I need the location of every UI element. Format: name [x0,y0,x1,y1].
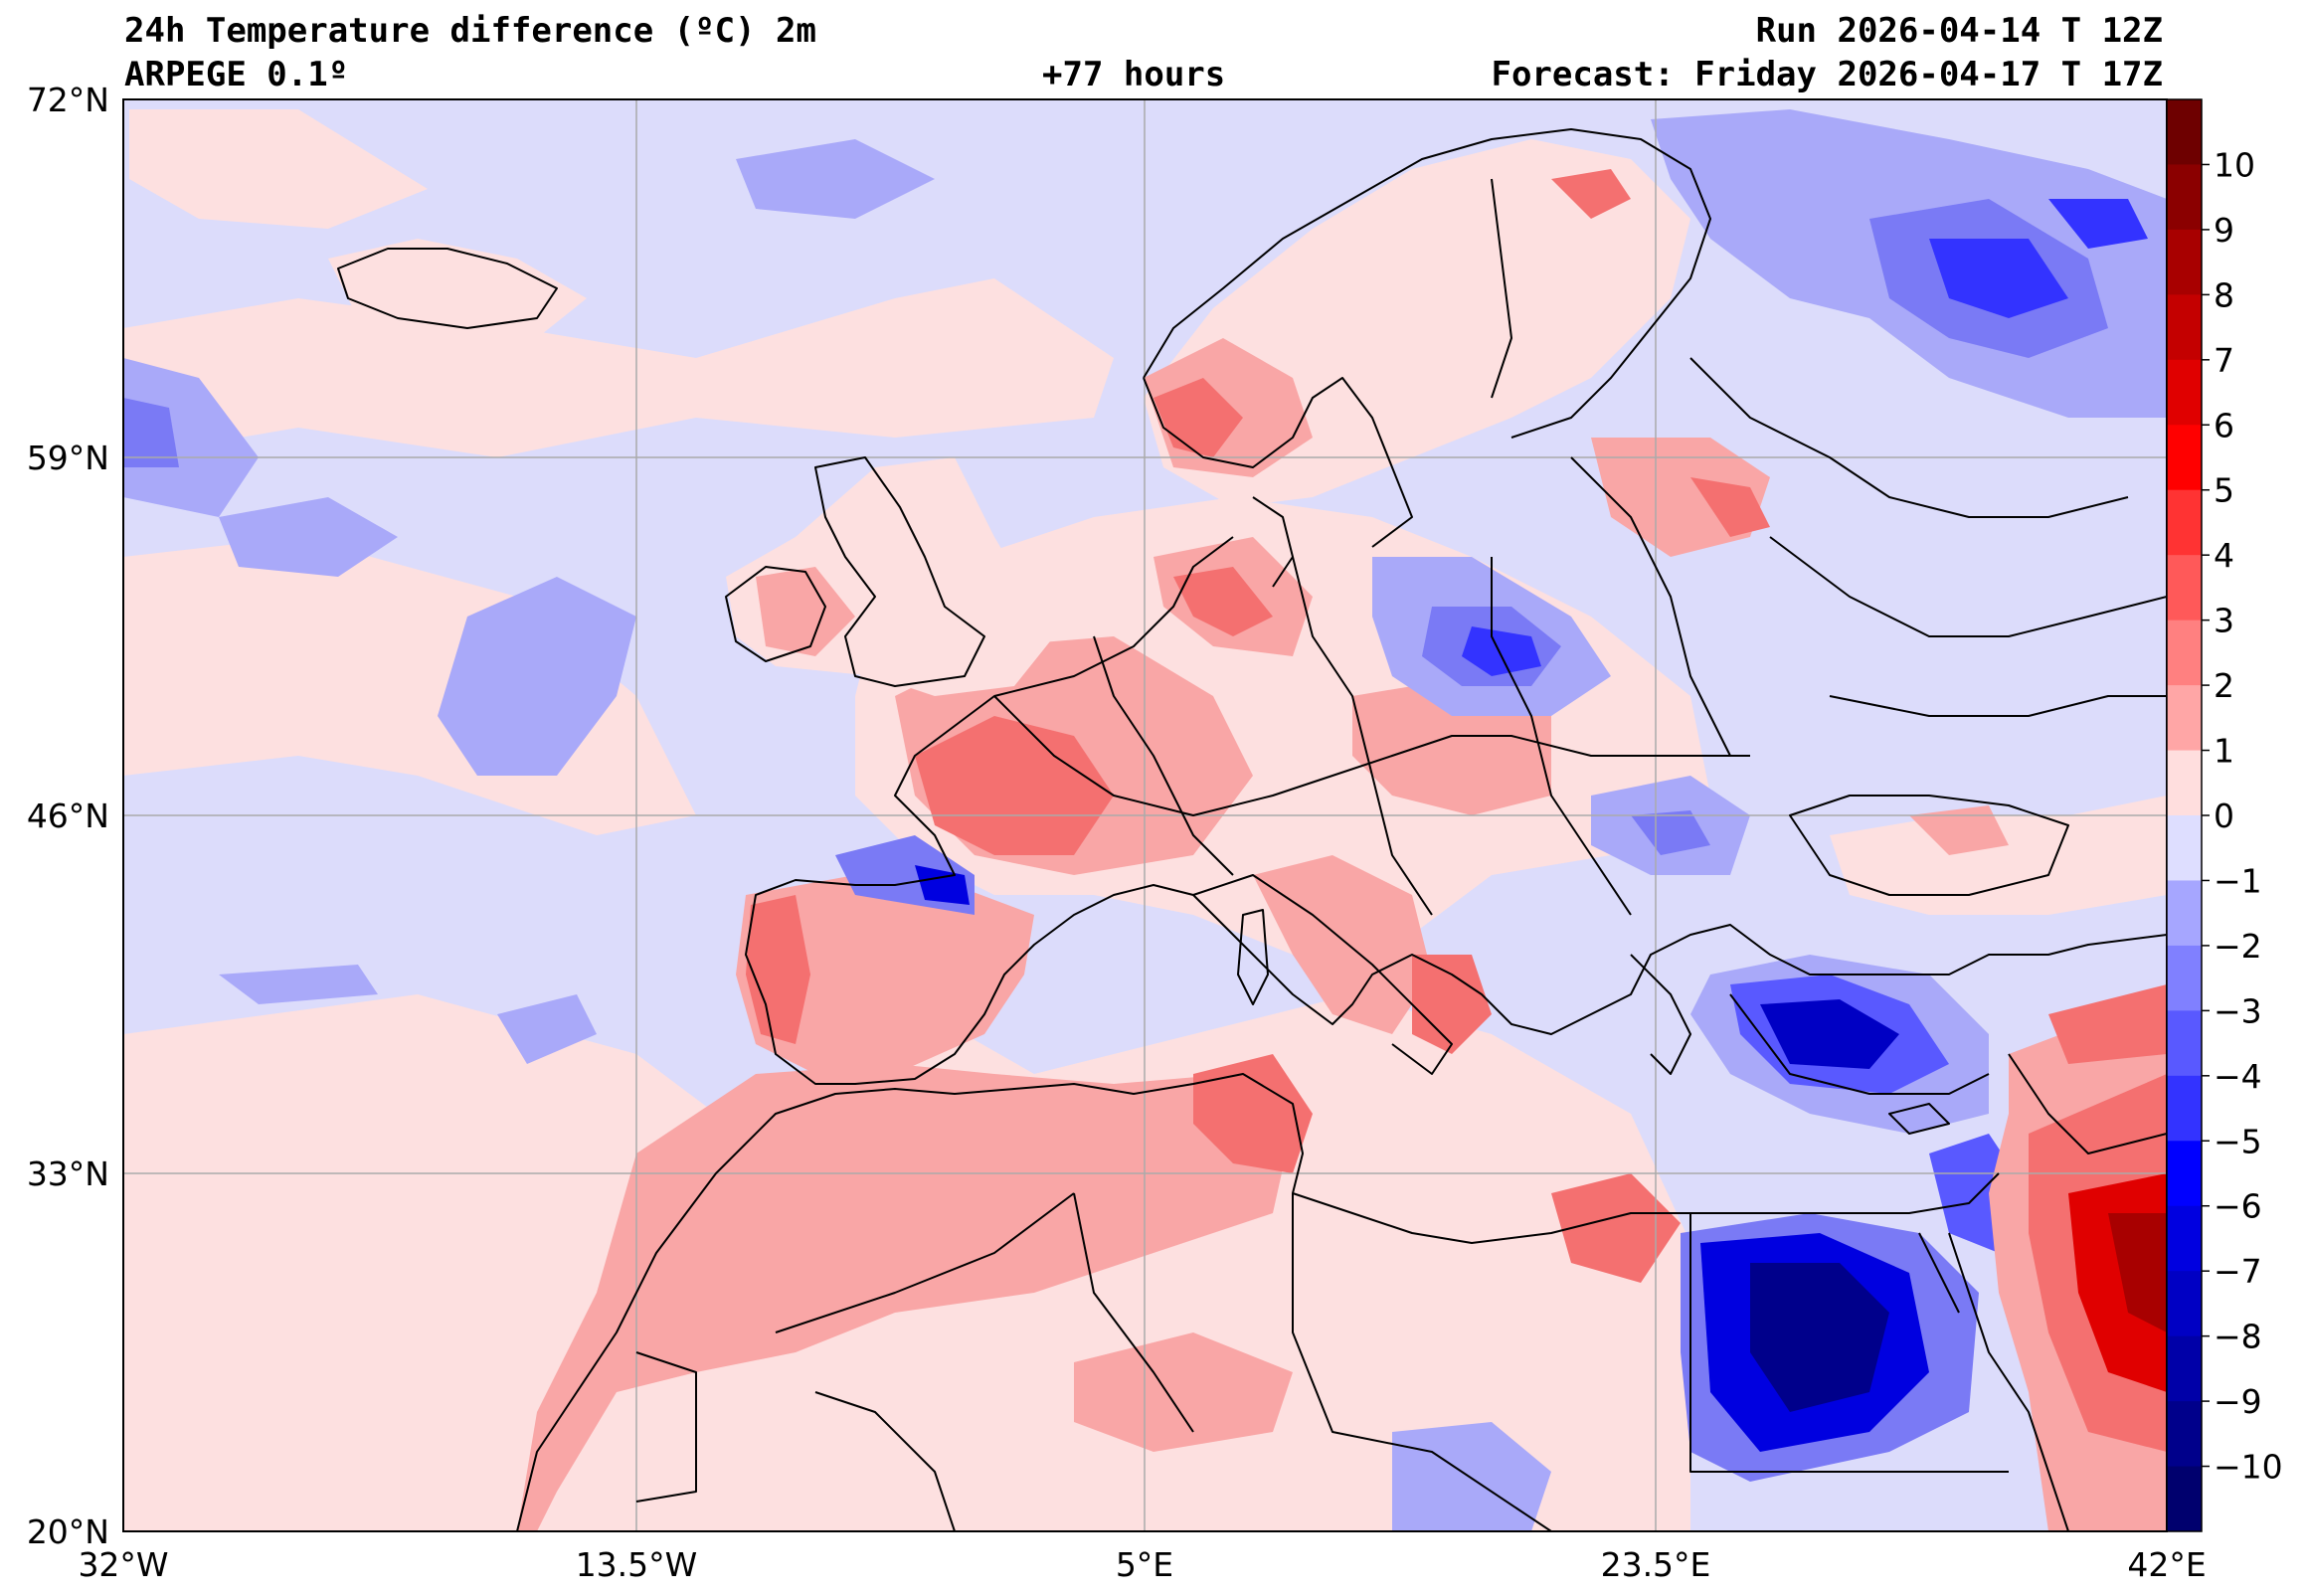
lon-tick: 32°W [78,1545,168,1584]
run-time: Run 2026-04-14 T 12Z [1755,11,2163,51]
colorbar-bin [2167,1141,2202,1207]
colorbar-tick-label: 10 [2214,145,2255,184]
graticule [123,99,2167,1531]
colorbar-bin [2167,229,2202,295]
lat-tick: 46°N [27,797,109,835]
lat-tick: 59°N [27,439,109,477]
colorbar-bin [2167,1466,2202,1532]
colorbar-bin [2167,99,2202,165]
lat-tick: 33°N [27,1154,109,1193]
colorbar-tick-label: −10 [2214,1448,2283,1487]
colorbar-tick-label: 6 [2214,406,2234,444]
colorbar-bin [2167,555,2202,621]
model-name: ARPEGE 0.1º [124,55,349,94]
lon-tick: 5°E [1116,1545,1173,1584]
colorbar-bin [2167,880,2202,947]
lead-time: +77 hours [1042,55,1226,94]
colorbar-bin [2167,1075,2202,1142]
colorbar-tick-label: 3 [2214,602,2234,640]
colorbar-tick-label: 0 [2214,797,2234,835]
lon-tick: 42°E [2127,1545,2206,1584]
colorbar-bin [2167,1205,2202,1272]
forecast-time: Forecast: Friday 2026-04-17 T 17Z [1491,55,2163,94]
colorbar-tick-label: −8 [2214,1318,2262,1356]
colorbar-tick-label: 2 [2214,666,2234,705]
colorbar-tick-label: 9 [2214,211,2234,250]
colorbar-bin [2167,815,2202,881]
lat-tick: 20°N [27,1512,109,1551]
colorbar-tick-label: 1 [2214,732,2234,771]
colorbar-bin [2167,1271,2202,1337]
map-title: 24h Temperature difference (ºC) 2m [124,11,816,51]
colorbar-bin [2167,1335,2202,1402]
colorbar-tick-label: −6 [2214,1187,2262,1226]
lon-tick: 23.5°E [1601,1545,1711,1584]
colorbar-tick-label: 7 [2214,341,2234,380]
lat-axis: 72°N 59°N 46°N 33°N 20°N [27,81,109,1551]
temperature-field [123,99,2167,1531]
colorbar-tick-label: −1 [2214,861,2262,900]
colorbar-tick-label: −5 [2214,1122,2262,1160]
colorbar-bin [2167,945,2202,1011]
colorbar-bin [2167,164,2202,231]
colorbar-bin [2167,1010,2202,1077]
colorbar-tick-label: −4 [2214,1057,2262,1096]
colorbar-bin [2167,359,2202,426]
colorbar-tick-label: −2 [2214,927,2262,966]
colorbar-bin [2167,750,2202,816]
lon-tick: 13.5°W [576,1545,698,1584]
colorbar-bin [2167,425,2202,491]
colorbar-tick-label: −3 [2214,991,2262,1030]
lon-axis: 32°W 13.5°W 5°E 23.5°E 42°E [78,1545,2206,1584]
colorbar-bin [2167,685,2202,752]
lat-tick: 72°N [27,81,109,119]
colorbar-bin [2167,1401,2202,1468]
colorbar-tick-label: 5 [2214,471,2234,510]
colorbar-bin [2167,294,2202,361]
colorbar-bin [2167,620,2202,686]
colorbar-tick-label: −9 [2214,1382,2262,1421]
colorbar-tick-label: 4 [2214,536,2234,575]
coastlines-borders [337,128,2167,1531]
colorbar-tick-label: 8 [2214,275,2234,314]
colorbar-bin [2167,489,2202,556]
colorbar-tick-label: −7 [2214,1252,2262,1291]
